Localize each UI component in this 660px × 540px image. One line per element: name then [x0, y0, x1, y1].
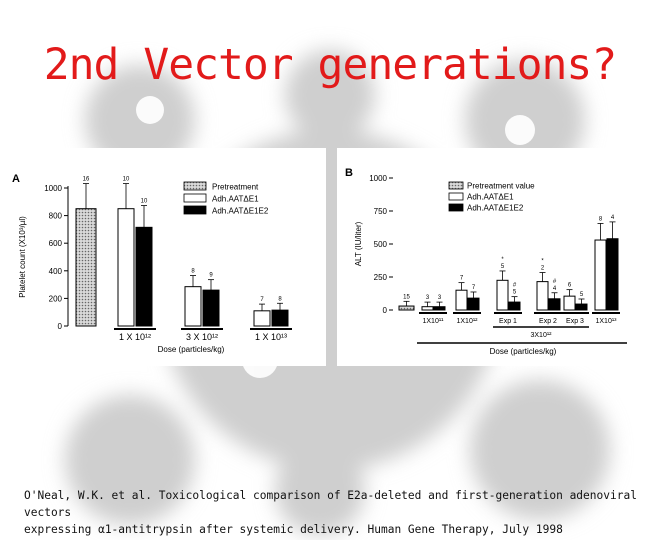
slide-title: 2nd Vector generations?: [43, 40, 617, 90]
bar-e1-3-n-label: 2: [541, 266, 545, 272]
bar-e1-5: [594, 239, 607, 311]
subgroup-label: 3X10¹²: [530, 332, 552, 339]
panel-label: A: [12, 173, 20, 185]
bar-e1-1-n-label: 7: [460, 276, 464, 282]
legend-swatch: [183, 181, 207, 191]
y-axis-label: ALT (IU/liter): [354, 221, 363, 266]
bar-e1e2-5: [606, 238, 619, 311]
y-tick-label: 600: [49, 239, 63, 248]
legend-label: Adh.AATΔE1E2: [467, 204, 524, 213]
dose-group-label: 1X10¹²: [456, 318, 478, 325]
legend-label: Adh.AATΔE1E2: [212, 207, 269, 216]
bar-e1e2-0-n-label: 3: [438, 295, 442, 301]
bar-e1e2-4: [575, 303, 588, 311]
y-tick-label: 250: [374, 273, 388, 282]
bar-e1-5-n-label: 8: [599, 216, 603, 222]
x-axis-label: Dose (particles/kg): [490, 347, 557, 356]
bar-e1-1: [455, 289, 468, 311]
y-tick-label: 400: [49, 267, 63, 276]
alt-chart: B 0 250 500 750 1000 ALT (IU/liter) 15 3 3 1X10¹¹ 7…: [345, 167, 627, 356]
y-tick-label: 500: [374, 240, 388, 249]
bar-e1e2-2-n-label: #: [513, 283, 517, 289]
bar-e1-1-n-label: 8: [191, 269, 195, 275]
bar-e1e2-0: [433, 306, 446, 311]
bar-e1-2-n-label: *: [501, 257, 504, 263]
bar-e1e2-3-n-label: 4: [553, 286, 557, 292]
bar-pretreatment-n-label: 15: [403, 294, 410, 300]
bar-e1-0: [421, 306, 434, 311]
bar-e1-1: [184, 286, 202, 327]
panel-label: B: [345, 167, 353, 179]
bar-pretreatment-n-label: 16: [83, 177, 90, 183]
bar-e1e2-3-n-label: #: [553, 279, 557, 285]
bar-e1-2-n-label: 5: [501, 264, 505, 270]
alt-chart-panel: B 0 250 500 750 1000 ALT (IU/liter) 15 3 3 1X10¹¹ 7…: [337, 148, 655, 366]
bar-e1e2-4-n-label: 5: [580, 292, 584, 298]
y-tick-label: 750: [374, 207, 388, 216]
legend-swatch: [448, 192, 464, 201]
legend-label: Adh.AATΔE1: [212, 195, 259, 204]
bar-e1-2-n-label: 7: [260, 297, 264, 303]
legend-swatch: [183, 205, 207, 215]
dose-group-label: 1X10¹¹: [422, 318, 444, 325]
dose-group-label: 3 X 10¹²: [186, 332, 218, 342]
y-tick-label: 0: [58, 322, 63, 331]
legend-label: Pretreatment value: [467, 182, 535, 191]
y-tick-label: 1000: [44, 184, 62, 193]
bar-e1e2-2: [271, 309, 289, 327]
citation-line-2: expressing α1-antitrypsin after systemic…: [24, 523, 563, 536]
y-axis-label: Platelet count (X10³/µl): [18, 216, 27, 298]
bar-e1e2-3: [548, 298, 561, 311]
dose-group-label: Exp 2: [539, 318, 557, 325]
x-axis-label: Dose (particles/kg): [158, 345, 225, 354]
legend-label: Pretreatment: [212, 183, 259, 192]
bar-e1e2-2-n-label: 8: [278, 296, 282, 302]
bar-e1e2-0: [135, 226, 153, 327]
bar-pretreatment: [398, 305, 415, 311]
platelet-count-chart: A 0 200 400 600 800 1000 Platelet count (X10³/µ…: [12, 173, 292, 354]
legend-swatch: [448, 203, 464, 212]
bar-e1-2: [496, 279, 509, 311]
bar-e1-0-n-label: 10: [123, 177, 130, 183]
citation-line-1: O'Neal, W.K. et al. Toxicological compar…: [24, 489, 637, 519]
bar-e1-3: [536, 281, 549, 311]
dose-group-label: Exp 1: [499, 318, 517, 325]
legend-label: Adh.AATΔE1: [467, 193, 514, 202]
legend-swatch: [183, 193, 207, 203]
legend-swatch: [448, 181, 464, 190]
bar-e1e2-1: [202, 289, 220, 327]
platelet-count-chart-panel: A 0 200 400 600 800 1000 Platelet count (X10³/µ…: [6, 148, 326, 366]
y-tick-label: 0: [383, 306, 388, 315]
bar-e1e2-2: [508, 301, 521, 311]
bar-e1-0-n-label: 3: [426, 295, 430, 301]
bar-e1e2-0-n-label: 10: [141, 199, 148, 205]
citation: O'Neal, W.K. et al. Toxicological compar…: [24, 487, 644, 538]
bar-e1e2-2-n-label: 5: [513, 290, 517, 296]
dose-group-label: 1 X 10¹²: [119, 332, 151, 342]
bar-pretreatment: [75, 208, 97, 327]
dose-group-label: 1 X 10¹³: [255, 332, 287, 342]
bar-e1e2-1: [467, 297, 480, 311]
dose-group-label: Exp 3: [566, 318, 584, 325]
y-tick-label: 1000: [369, 174, 387, 183]
bar-e1-4-n-label: 6: [568, 283, 572, 289]
bar-e1-3-n-label: *: [541, 259, 544, 265]
bar-e1e2-1-n-label: 9: [209, 273, 213, 279]
bar-e1-0: [117, 208, 135, 327]
bar-e1-4: [563, 295, 576, 311]
bar-e1e2-5-n-label: 4: [611, 215, 615, 221]
bar-e1-2: [253, 310, 271, 327]
y-tick-label: 200: [49, 294, 63, 303]
y-tick-label: 800: [49, 212, 63, 221]
dose-group-label: 1X10¹³: [595, 318, 617, 325]
bar-e1e2-1-n-label: 7: [472, 285, 476, 291]
